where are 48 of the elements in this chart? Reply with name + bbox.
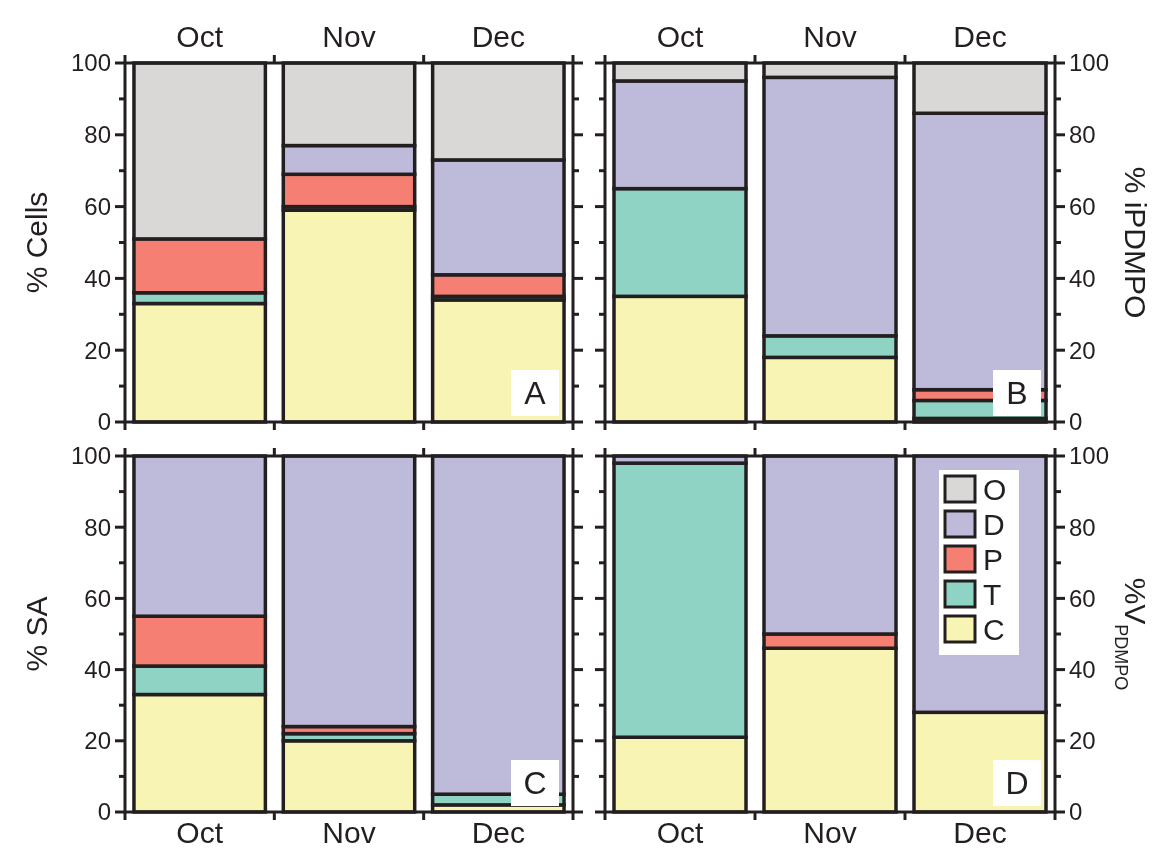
y2-tick-label: 0 [1069,798,1083,826]
y2-tick-label: 60 [1069,584,1096,612]
y-tick-label: 0 [97,408,111,436]
y-tick-label: 100 [70,442,111,470]
y-tick-label: 0 [97,798,111,826]
x-tick-label: Dec [471,20,526,53]
y-tick-label: 20 [84,336,111,364]
legend-label: O [983,472,1007,506]
y2-tick-label: 100 [1069,442,1110,470]
x-tick-label: Nov [322,816,376,849]
y-tick-label: 80 [84,121,111,149]
y-tick-label: 100 [70,49,111,77]
x-tick-label: Oct [176,816,224,849]
y-tick-label: 40 [84,264,111,292]
annotation: A [524,375,547,411]
x-tick-label: Nov [803,816,857,849]
legend-label: T [983,577,1002,611]
legend-label: C [983,612,1005,646]
legend-label: D [983,507,1005,541]
x-tick-label: Oct [176,20,224,53]
annotation: C [523,765,547,801]
y2-tick-label: 20 [1069,336,1096,364]
y2-tick-label: 60 [1069,193,1096,220]
annotation: D [1005,765,1029,801]
y2-tick-label: 0 [1069,408,1083,436]
y-tick-label: 60 [84,584,111,612]
y2-tick-label: 80 [1069,121,1096,149]
y-axis-title: % SA [20,596,53,672]
x-tick-label: Nov [322,20,376,53]
x-tick-label: Dec [953,20,1007,53]
x-tick-label: Nov [803,20,857,53]
x-tick-label: Dec [953,816,1007,849]
y-tick-label: 60 [84,193,111,220]
y-tick-label: 20 [84,727,111,755]
y2-axis-title: % iPDMPO [1119,166,1152,319]
y2-tick-label: 40 [1069,656,1096,683]
y-tick-label: 80 [84,513,111,541]
x-tick-label: Oct [656,816,704,849]
annotation: B [1006,375,1028,411]
y2-tick-label: 100 [1069,49,1110,77]
y2-tick-label: 40 [1069,264,1096,292]
legend-label: P [983,542,1004,576]
y2-tick-label: 20 [1069,727,1096,755]
y-axis-title: % Cells [20,191,53,294]
x-tick-label: Dec [471,816,526,849]
x-tick-label: Oct [656,20,704,53]
y-tick-label: 40 [84,656,111,683]
y2-tick-label: 80 [1069,513,1096,541]
